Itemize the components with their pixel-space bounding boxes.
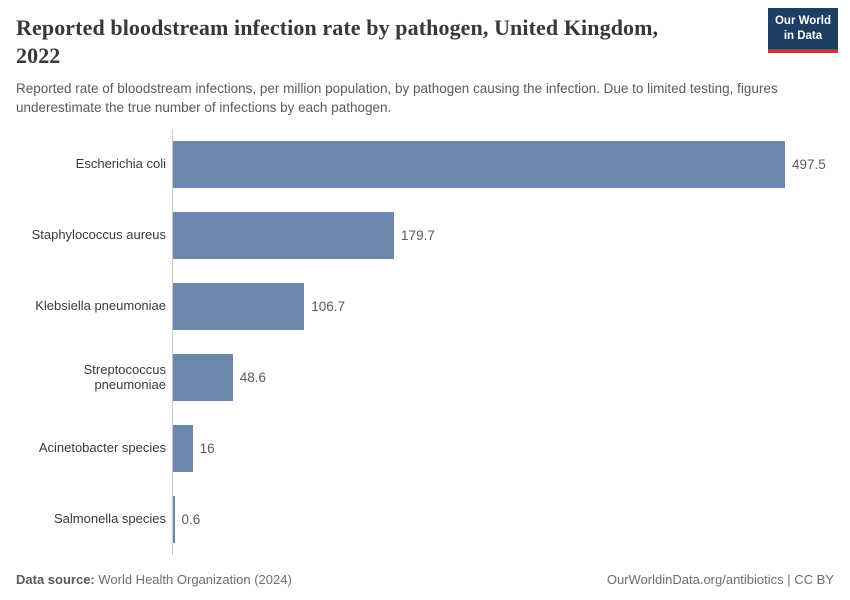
bar-track: 0.6 (172, 483, 834, 555)
bar-track: 106.7 (172, 270, 834, 342)
bar-chart: Escherichia coli 497.5 Staphylococcus aure… (16, 128, 834, 555)
category-label: Escherichia coli (75, 156, 166, 172)
bar[interactable] (173, 495, 175, 543)
value-label: 16 (199, 440, 215, 456)
page-title-line1: Reported bloodstream infection rate by p… (16, 15, 659, 40)
bar-track: 179.7 (172, 199, 834, 271)
bar[interactable] (173, 424, 193, 472)
owid-logo-line1: Our World (774, 15, 831, 27)
chart-row: Streptococcus pneumoniae 48.6 (16, 341, 834, 413)
page-title: Reported bloodstream infection rate by p… (16, 14, 746, 70)
chart-subtitle: Reported rate of bloodstream infections,… (16, 81, 778, 116)
data-source-label: Data source: (16, 572, 95, 587)
attribution-link[interactable]: OurWorldinData.org/antibiotics | CC BY (606, 572, 834, 587)
chart-header: Reported bloodstream infection rate by p… (16, 8, 838, 118)
data-source: Data source: World Health Organization (… (16, 572, 292, 587)
chart-row: Klebsiella pneumoniae 106.7 (16, 270, 834, 342)
chart-footer: Data source: World Health Organization (… (16, 572, 834, 587)
bar-track: 48.6 (172, 341, 834, 413)
category-label: Salmonella species (53, 511, 166, 527)
bar-track: 497.5 (172, 128, 834, 200)
bar[interactable] (173, 353, 233, 401)
page-title-line2: 2022 (16, 43, 61, 69)
value-label: 106.7 (311, 298, 346, 314)
bar[interactable] (173, 140, 785, 188)
data-source-value: World Health Organization (2024) (94, 572, 292, 587)
category-label: Acinetobacter species (38, 440, 166, 456)
category-label: Staphylococcus aureus (31, 227, 166, 243)
category-label: Streptococcus pneumoniae (83, 361, 166, 393)
bar-track: 16 (172, 412, 834, 484)
owid-logo-line2: in Data (783, 29, 823, 42)
value-label: 179.7 (401, 227, 435, 243)
owid-logo[interactable]: Our World in Data (767, 8, 838, 53)
category-label: Klebsiella pneumoniae (35, 298, 166, 314)
value-label: 497.5 (792, 156, 826, 172)
chart-row: Staphylococcus aureus 179.7 (16, 199, 834, 271)
value-label: 0.6 (181, 511, 201, 527)
chart-row: Escherichia coli 497.5 (16, 128, 834, 200)
bar[interactable] (173, 211, 395, 259)
chart-row: Acinetobacter species 16 (16, 412, 834, 484)
bar[interactable] (173, 282, 305, 330)
value-label: 48.6 (239, 369, 267, 385)
chart-row: Salmonella species 0.6 (16, 483, 834, 555)
